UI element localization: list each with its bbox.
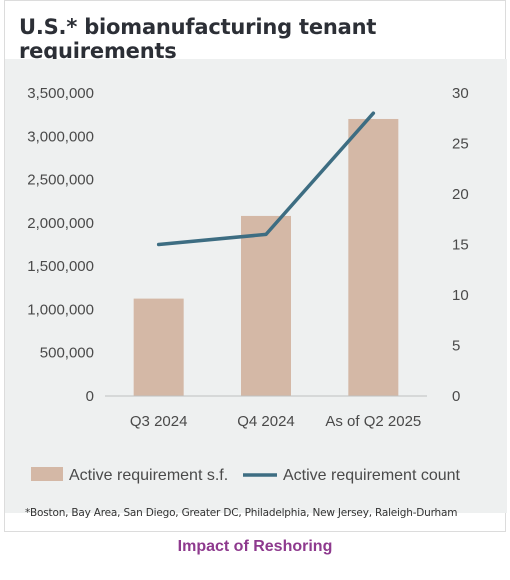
- y-right-tick-label: 20: [452, 186, 469, 203]
- x-tick-label: Q3 2024: [130, 413, 188, 430]
- legend-bar-swatch: [31, 467, 63, 481]
- figure-caption: Impact of Reshoring: [177, 538, 333, 555]
- y-right-tick-label: 0: [452, 388, 460, 405]
- footnote: *Boston, Bay Area, San Diego, Greater DC…: [25, 507, 458, 519]
- x-tick-label: Q4 2024: [237, 413, 295, 430]
- line-point: [371, 111, 375, 115]
- y-left-tick-label: 3,500,000: [27, 85, 94, 102]
- y-right-tick-label: 5: [452, 338, 460, 355]
- y-right-tick-label: 10: [452, 287, 469, 304]
- line-point: [264, 232, 268, 236]
- y-right-tick-label: 25: [452, 136, 469, 153]
- x-tick-label: As of Q2 2025: [325, 413, 421, 430]
- y-left-tick-label: 1,000,000: [27, 301, 94, 318]
- chart: 0 500,000 1,000,000 1,500,000 2,000,000 2,500…: [27, 85, 469, 484]
- legend-bar-label: Active requirement s.f.: [69, 467, 228, 484]
- legend-line-label: Active requirement count: [283, 467, 461, 484]
- y-left-tick-label: 1,500,000: [27, 258, 94, 275]
- bar: [348, 118, 399, 396]
- bar: [241, 215, 291, 396]
- chart-card: U.S.* biomanufacturing tenant requiremen…: [4, 0, 507, 532]
- y-right-tick-label: 15: [452, 237, 469, 254]
- y-right-tick-label: 30: [452, 85, 469, 102]
- y-left-tick-label: 0: [86, 388, 94, 405]
- y-left-tick-label: 500,000: [40, 345, 94, 362]
- y-left-tick-label: 2,000,000: [27, 215, 94, 232]
- chart-title: U.S.* biomanufacturing tenant requiremen…: [19, 15, 377, 63]
- y-left-tick-label: 2,500,000: [27, 172, 94, 189]
- y-left-tick-label: 3,000,000: [27, 128, 94, 145]
- bar: [133, 298, 184, 396]
- line-point: [157, 243, 161, 246]
